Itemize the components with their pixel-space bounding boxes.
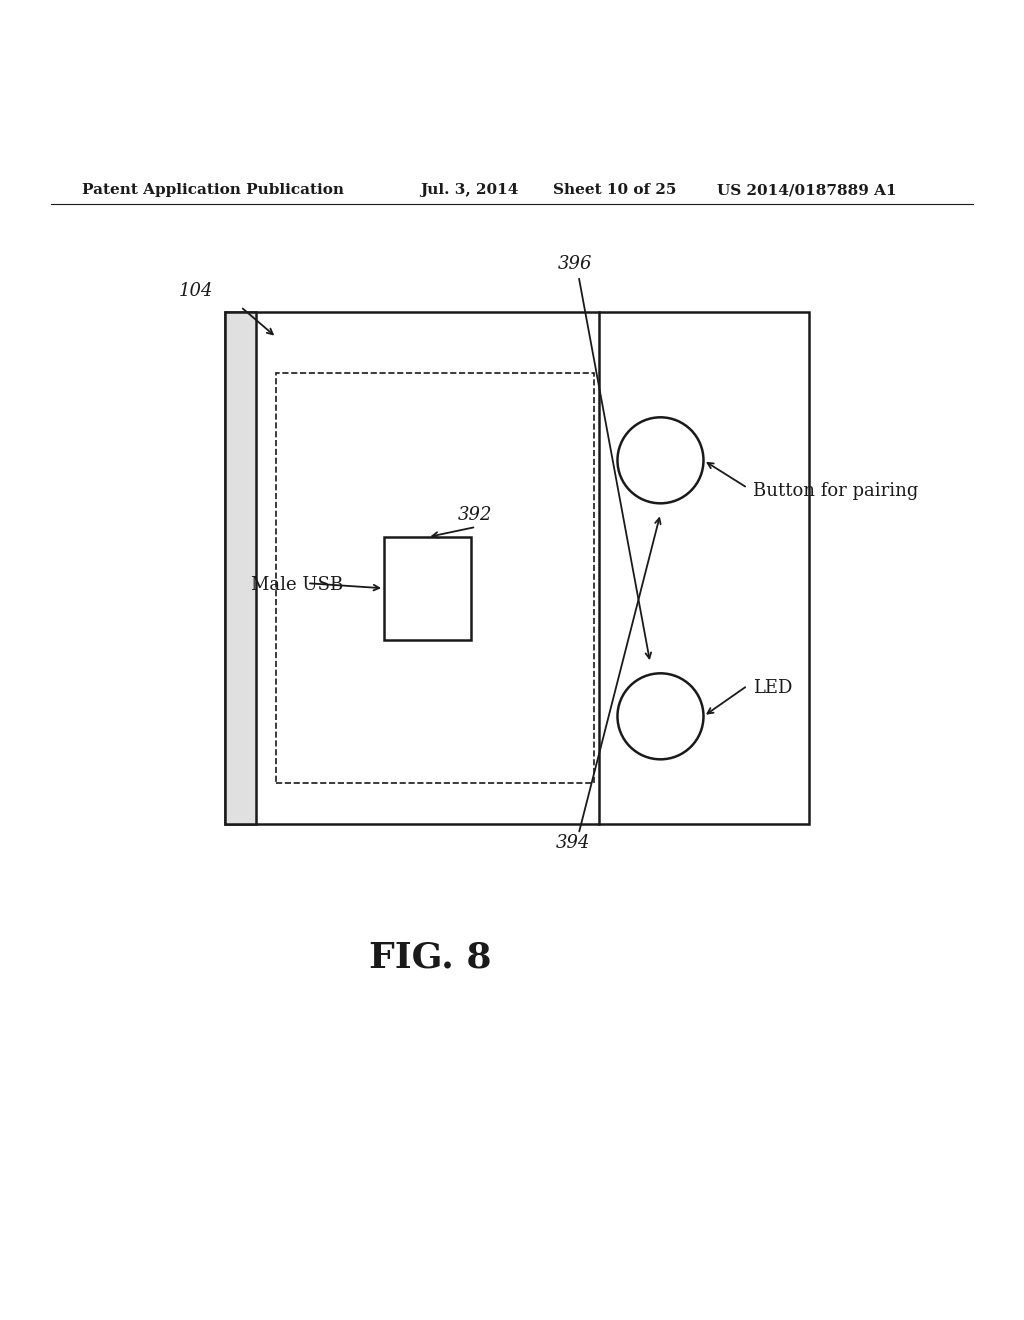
Circle shape <box>617 417 703 503</box>
Text: Male USB: Male USB <box>251 577 343 594</box>
Text: 104: 104 <box>179 282 214 301</box>
Text: LED: LED <box>753 678 792 697</box>
Text: Sheet 10 of 25: Sheet 10 of 25 <box>553 183 676 197</box>
Circle shape <box>617 673 703 759</box>
Text: 394: 394 <box>556 834 591 853</box>
Bar <box>225 312 809 824</box>
Text: FIG. 8: FIG. 8 <box>369 940 492 974</box>
Bar <box>384 537 471 639</box>
Text: 392: 392 <box>458 506 493 524</box>
Text: 396: 396 <box>558 255 593 273</box>
Bar <box>276 374 594 783</box>
Text: Button for pairing: Button for pairing <box>753 482 918 500</box>
Bar <box>225 312 256 824</box>
Text: Patent Application Publication: Patent Application Publication <box>82 183 344 197</box>
Text: Jul. 3, 2014: Jul. 3, 2014 <box>420 183 518 197</box>
Text: US 2014/0187889 A1: US 2014/0187889 A1 <box>717 183 896 197</box>
